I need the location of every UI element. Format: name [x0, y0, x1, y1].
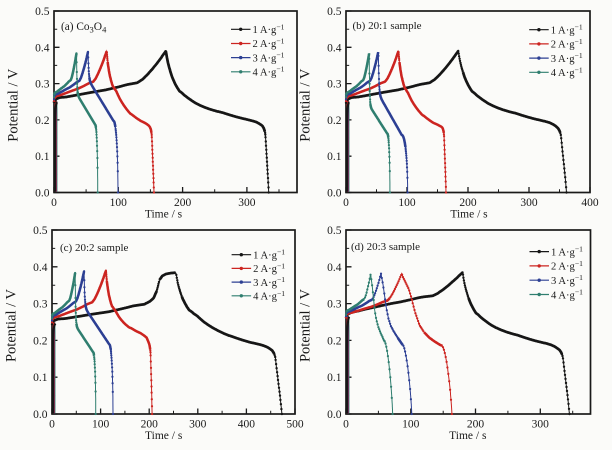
svg-text:200: 200 — [174, 197, 192, 209]
svg-text:0.4: 0.4 — [327, 262, 342, 274]
svg-text:0.3: 0.3 — [327, 79, 342, 91]
svg-text:Potential / V: Potential / V — [6, 68, 22, 142]
svg-text:0.2: 0.2 — [33, 335, 48, 347]
svg-text:300: 300 — [520, 197, 538, 209]
svg-text:3 A·g−1: 3 A·g−1 — [253, 51, 285, 65]
svg-text:0: 0 — [49, 419, 55, 431]
svg-text:0.4: 0.4 — [35, 42, 50, 54]
svg-text:2 A·g−1: 2 A·g−1 — [551, 259, 583, 273]
svg-text:100: 100 — [398, 197, 416, 209]
svg-text:Potential / V: Potential / V — [4, 288, 20, 362]
svg-text:3 A·g−1: 3 A·g−1 — [551, 273, 583, 287]
svg-text:2 A·g−1: 2 A·g−1 — [551, 37, 583, 51]
svg-text:2 A·g−1: 2 A·g−1 — [253, 36, 285, 50]
svg-text:100: 100 — [92, 419, 110, 431]
svg-text:Time / s: Time / s — [145, 209, 183, 221]
svg-text:Potential / V: Potential / V — [298, 288, 314, 362]
svg-text:0.4: 0.4 — [33, 262, 48, 274]
svg-text:0.1: 0.1 — [327, 372, 342, 384]
svg-text:0.5: 0.5 — [33, 225, 48, 237]
svg-text:0.5: 0.5 — [35, 6, 50, 18]
svg-text:200: 200 — [141, 419, 159, 431]
svg-text:3 A·g−1: 3 A·g−1 — [253, 275, 285, 289]
svg-text:300: 300 — [532, 419, 550, 431]
svg-text:4 A·g−1: 4 A·g−1 — [551, 288, 583, 302]
svg-text:0.2: 0.2 — [35, 115, 50, 127]
svg-text:0.3: 0.3 — [35, 79, 50, 91]
svg-text:1 A·g−1: 1 A·g−1 — [551, 23, 583, 37]
svg-text:100: 100 — [402, 419, 420, 431]
svg-text:Time / s: Time / s — [449, 430, 487, 442]
svg-text:0.2: 0.2 — [327, 335, 342, 347]
svg-text:200: 200 — [467, 419, 485, 431]
svg-text:200: 200 — [459, 197, 477, 209]
svg-text:1 A·g−1: 1 A·g−1 — [253, 22, 285, 36]
svg-text:0.5: 0.5 — [327, 6, 342, 18]
svg-text:0.1: 0.1 — [327, 151, 342, 163]
svg-text:0: 0 — [343, 419, 349, 431]
svg-text:0.2: 0.2 — [327, 115, 342, 127]
svg-text:300: 300 — [238, 197, 256, 209]
svg-text:0.1: 0.1 — [35, 151, 50, 163]
svg-text:4 A·g−1: 4 A·g−1 — [551, 65, 583, 79]
svg-text:0.0: 0.0 — [327, 188, 342, 200]
svg-text:(c) 20:2 sample: (c) 20:2 sample — [60, 242, 129, 254]
svg-text:500: 500 — [286, 419, 304, 431]
svg-text:400: 400 — [238, 419, 256, 431]
svg-text:0.4: 0.4 — [327, 42, 342, 54]
svg-text:0.3: 0.3 — [327, 299, 342, 311]
svg-text:0.1: 0.1 — [33, 372, 48, 384]
svg-text:(a) Co3O4: (a) Co3O4 — [61, 21, 107, 35]
svg-text:2 A·g−1: 2 A·g−1 — [253, 261, 285, 275]
svg-text:0: 0 — [51, 197, 57, 209]
svg-text:0.3: 0.3 — [33, 299, 48, 311]
svg-text:0.5: 0.5 — [327, 225, 342, 237]
svg-text:1 A·g−1: 1 A·g−1 — [253, 248, 285, 262]
svg-text:Time / s: Time / s — [145, 430, 183, 442]
svg-text:0: 0 — [343, 197, 349, 209]
svg-text:400: 400 — [581, 197, 599, 209]
svg-text:(b) 20:1 sample: (b) 20:1 sample — [353, 20, 422, 32]
svg-text:4 A·g−1: 4 A·g−1 — [253, 289, 285, 303]
svg-text:0.0: 0.0 — [33, 409, 48, 421]
svg-text:Potential / V: Potential / V — [298, 68, 314, 142]
svg-text:3 A·g−1: 3 A·g−1 — [551, 51, 583, 65]
svg-text:300: 300 — [189, 419, 207, 431]
svg-text:1 A·g−1: 1 A·g−1 — [551, 245, 583, 259]
svg-text:Time / s: Time / s — [450, 209, 488, 221]
svg-text:100: 100 — [110, 197, 128, 209]
svg-text:0.0: 0.0 — [35, 188, 50, 200]
svg-text:0.0: 0.0 — [327, 409, 342, 421]
svg-text:4 A·g−1: 4 A·g−1 — [253, 65, 285, 79]
svg-text:(d) 20:3 sample: (d) 20:3 sample — [351, 241, 420, 253]
